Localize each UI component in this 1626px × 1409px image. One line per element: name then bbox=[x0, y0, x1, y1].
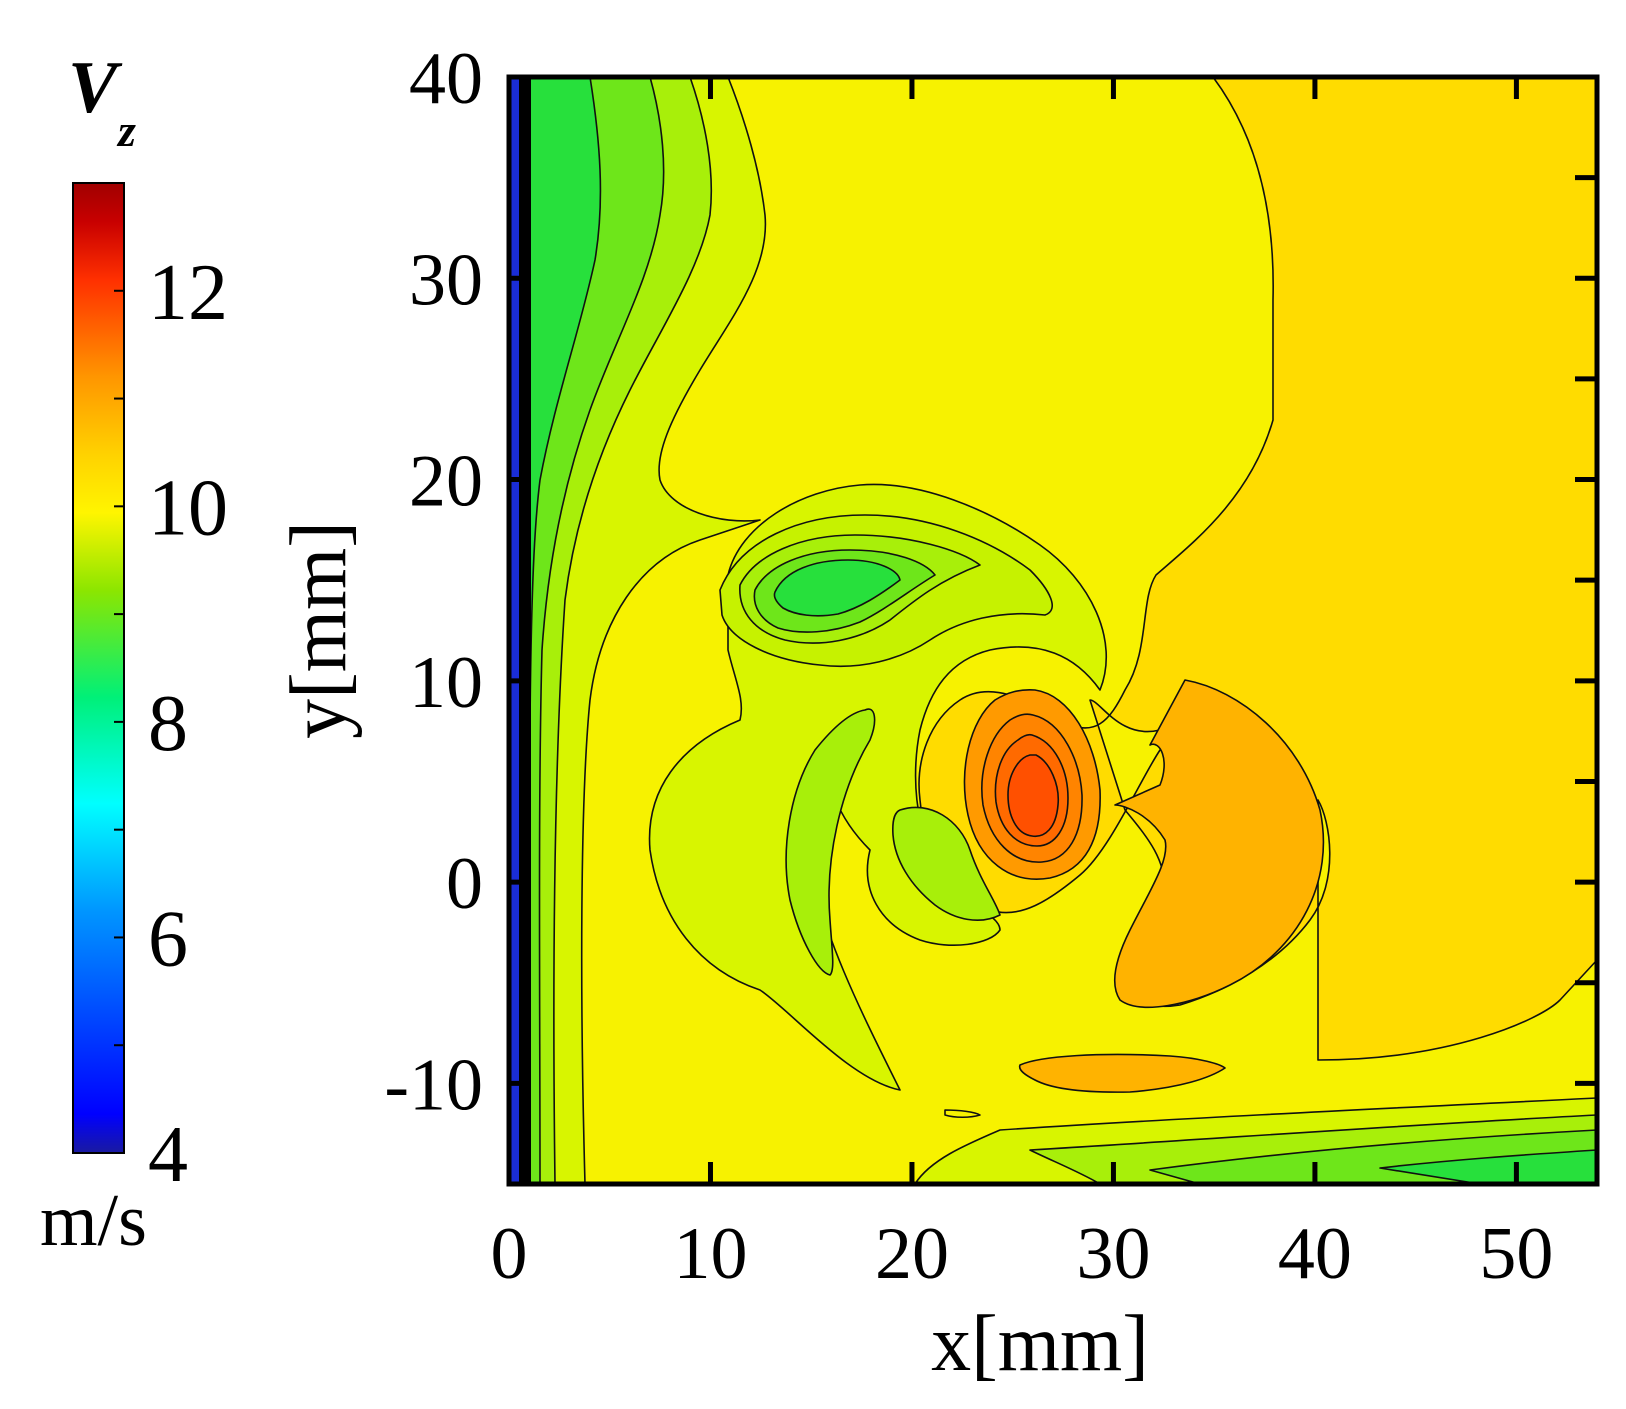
x-tick-label: 50 bbox=[1479, 1213, 1553, 1295]
plot-frame bbox=[506, 74, 1600, 1187]
x-axis-title: x[mm] bbox=[931, 1300, 1149, 1388]
plot-area: 0 10 20 30 40 50 -10 0 10 20 30 40 bbox=[384, 38, 1600, 1295]
colorbar-label: V bbox=[68, 47, 123, 129]
colorbar-unit: m/s bbox=[40, 1180, 147, 1262]
colorbar: V z 4 6 8 10 12 m/s bbox=[40, 47, 228, 1262]
x-tick-label: 30 bbox=[1076, 1213, 1150, 1295]
contour-region bbox=[944, 1109, 981, 1119]
y-tick-label: 40 bbox=[409, 38, 483, 120]
y-tick-label: -10 bbox=[384, 1044, 483, 1126]
colorbar-tick-label: 6 bbox=[148, 895, 188, 983]
x-tick-label: 10 bbox=[673, 1213, 747, 1295]
x-tick-label: 20 bbox=[875, 1213, 949, 1295]
contour-region bbox=[1018, 1053, 1226, 1093]
colorbar-gradient bbox=[72, 182, 125, 1154]
y-tick-label: 0 bbox=[446, 843, 483, 925]
colorbar-tick-label: 12 bbox=[148, 249, 228, 337]
x-tick-label: 40 bbox=[1278, 1213, 1352, 1295]
contour-region bbox=[785, 708, 876, 976]
y-tick-label: 30 bbox=[409, 239, 483, 321]
x-axis-label: x[mm] bbox=[931, 1300, 1149, 1388]
y-axis-label: y[mm] bbox=[275, 521, 363, 739]
x-tick-label: 0 bbox=[491, 1213, 528, 1295]
colorbar-tick-label: 8 bbox=[148, 680, 188, 768]
y-tick-label: 20 bbox=[409, 441, 483, 523]
y-tick-label: 10 bbox=[409, 642, 483, 724]
axis-ticks: 0 10 20 30 40 50 -10 0 10 20 30 40 bbox=[384, 38, 1597, 1295]
contour-region bbox=[1007, 754, 1060, 837]
colorbar-ticks: 4 6 8 10 12 bbox=[114, 182, 228, 1199]
contour-region bbox=[892, 806, 1001, 921]
colorbar-tick-label: 10 bbox=[148, 464, 228, 552]
y-axis-title: y[mm] bbox=[275, 521, 363, 739]
colorbar-label-subscript: z bbox=[116, 105, 136, 156]
contour-region bbox=[510, 77, 519, 1184]
contour-region bbox=[773, 559, 901, 617]
contour-region bbox=[1114, 679, 1325, 1008]
colorbar-tick-label: 4 bbox=[148, 1111, 188, 1199]
